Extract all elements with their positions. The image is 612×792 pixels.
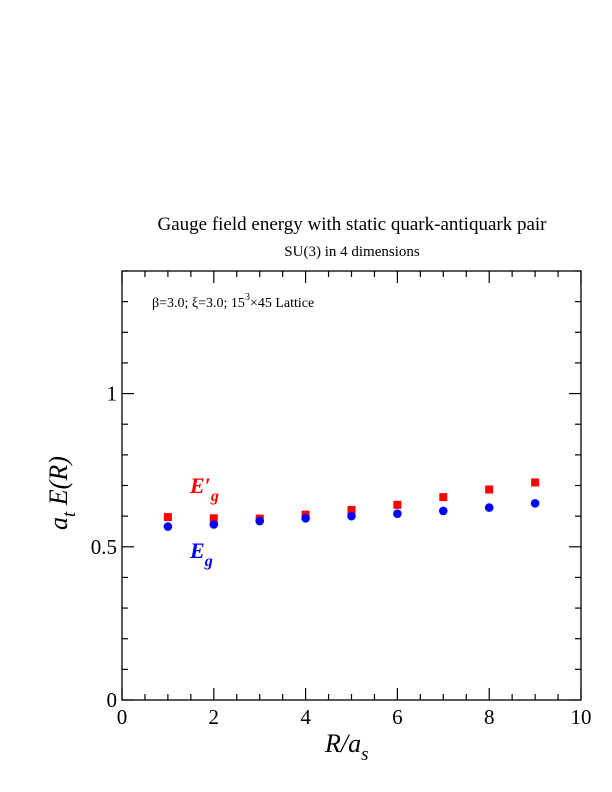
x-tick-label: 8: [484, 705, 495, 729]
x-tick-label: 4: [300, 705, 311, 729]
svg-text:at E(R): at E(R): [44, 456, 80, 530]
annotation-suffix: ×45 Lattice: [250, 296, 314, 311]
x-tick-label: 0: [117, 705, 128, 729]
y-tick-label: 0.5: [91, 535, 117, 559]
data-points: [163, 478, 540, 531]
point-e-g: [484, 503, 494, 512]
y-axis-label: at E(R): [44, 456, 80, 530]
point-e-g: [163, 522, 173, 531]
point-e-prime-g: [439, 493, 448, 502]
point-e-prime-g: [209, 514, 218, 523]
point-e-prime-g: [531, 478, 540, 487]
y-tick-label: 0: [107, 688, 118, 712]
x-tick-label: 6: [392, 705, 403, 729]
point-e-prime-g: [347, 506, 356, 515]
x-tick-label: 10: [571, 705, 592, 729]
annotation-prefix: β=3.0; ξ=3.0; 15: [152, 296, 245, 311]
chart-title: Gauge field energy with static quark-ant…: [157, 214, 547, 235]
x-axis-label: R/as: [324, 729, 369, 765]
legend-e-g: Eg: [189, 538, 213, 570]
point-e-g: [255, 516, 264, 526]
legend-e-prime-g: E′g: [189, 473, 219, 505]
point-e-prime-g: [393, 500, 402, 509]
y-tick-label: 1: [107, 382, 118, 406]
point-e-prime-g: [485, 485, 494, 494]
y-tick-labels: 00.51: [91, 382, 117, 712]
point-e-g: [439, 506, 448, 516]
point-e-g: [530, 498, 540, 508]
axis-ticks: [121, 270, 582, 701]
point-e-prime-g: [163, 513, 172, 522]
x-tick-labels: 0 2 4 6 8 10: [117, 705, 592, 729]
point-e-g: [393, 509, 402, 518]
annotation-sup: 3: [245, 292, 250, 303]
point-e-g: [301, 513, 310, 523]
point-e-g: [209, 520, 219, 529]
x-tick-label: 2: [209, 705, 220, 729]
plot-annotation: β=3.0; ξ=3.0; 153×45 Lattice: [152, 292, 314, 311]
chart-subtitle: SU(3) in 4 dimensions: [284, 244, 420, 260]
point-e-g: [347, 511, 356, 521]
